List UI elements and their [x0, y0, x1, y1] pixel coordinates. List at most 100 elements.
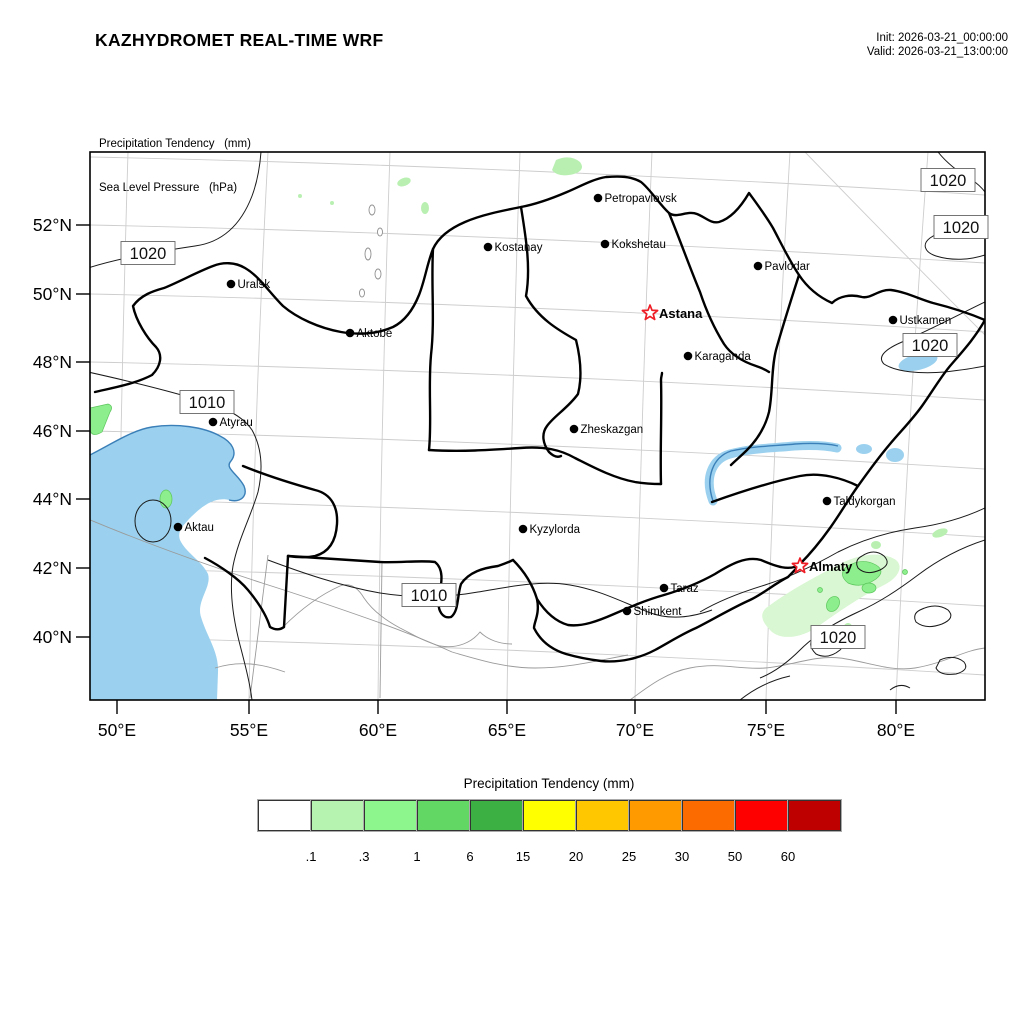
pressure-label: 1020	[943, 219, 980, 237]
legend-swatch	[470, 800, 523, 831]
city-dot-icon	[345, 328, 355, 338]
capital-star-icon	[791, 557, 809, 574]
city-dot-icon	[173, 522, 183, 532]
legend-threshold-label: 15	[515, 849, 531, 864]
legend-swatch	[629, 800, 682, 831]
lat-tick-label: 42°N	[33, 558, 72, 578]
city-label: Taldykorgan	[834, 496, 896, 508]
lat-tick-label: 40°N	[33, 627, 72, 647]
lon-tick-label: 70°E	[616, 720, 654, 740]
lon-tick-label: 65°E	[488, 720, 526, 740]
field-precip-label: Precipitation Tendency (mm)	[99, 138, 251, 150]
pressure-labels: 1020 1010 1010 1020 1020 1020 1020	[120, 168, 989, 649]
city-dot-icon	[888, 315, 898, 325]
city-label: Aktobe	[357, 328, 393, 340]
city-dot-icon	[622, 606, 632, 616]
legend-swatch	[364, 800, 417, 831]
pressure-label-box	[120, 241, 176, 265]
foreign-borders	[90, 519, 985, 700]
legend-swatch	[417, 800, 470, 831]
legend-swatch	[311, 800, 364, 831]
lon-tick-label: 55°E	[230, 720, 268, 740]
legend-swatch	[576, 800, 629, 831]
pressure-label: 1010	[189, 394, 226, 412]
lon-tick-label: 60°E	[359, 720, 397, 740]
city-dot-icon	[593, 193, 603, 203]
legend-threshold-label: 20	[568, 849, 584, 864]
pressure-label: 1020	[930, 172, 967, 190]
lake-balkhash	[704, 440, 842, 506]
city-label: Atyrau	[220, 417, 253, 429]
legend-threshold-label: 6	[466, 849, 474, 864]
run-times: Init: 2026-03-21_00:00:00 Valid: 2026-03…	[867, 31, 1008, 59]
pressure-label: 1020	[130, 245, 167, 263]
city-label: Karaganda	[695, 351, 752, 363]
city-label: Petropavlovsk	[605, 193, 677, 205]
lat-tick-label: 50°N	[33, 284, 72, 304]
map-frame	[89, 151, 986, 701]
capital-star-icon	[641, 304, 659, 321]
capital-city-label: Astana	[659, 306, 703, 321]
pressure-label: 1020	[912, 337, 949, 355]
legend-threshold-label: 50	[727, 849, 743, 864]
city-label: Kostanay	[495, 242, 543, 254]
city-dot-icon	[208, 417, 218, 427]
city-dot-icon	[659, 583, 669, 593]
legend-swatch	[788, 800, 841, 831]
valid-time: Valid: 2026-03-21_13:00:00	[866, 46, 1008, 58]
city-label: Kyzylorda	[530, 524, 581, 536]
pressure-label: 1010	[411, 587, 448, 605]
city-label: Aktau	[185, 522, 214, 534]
legend-threshold-label: 25	[621, 849, 637, 864]
lat-tick-label: 48°N	[33, 352, 72, 372]
city-label: Shimkent	[634, 606, 683, 618]
capital-city-label: Almaty	[809, 559, 853, 574]
lat-tick-label: 46°N	[33, 421, 72, 441]
pressure-label-box	[810, 625, 866, 649]
lat-tick-label: 44°N	[33, 489, 72, 509]
city-dot-icon	[483, 242, 493, 252]
city-dot-icon	[753, 261, 763, 271]
page-title: KAZHYDROMET REAL-TIME WRF	[95, 30, 384, 50]
pressure-label-box	[920, 168, 976, 192]
legend-title: Precipitation Tendency (mm)	[463, 776, 635, 791]
city-dot-icon	[600, 239, 610, 249]
pressure-label-box	[933, 215, 989, 239]
city-label: Ustkamen	[900, 315, 952, 327]
city-label: Zheskazgan	[581, 424, 644, 436]
legend-swatch	[735, 800, 788, 831]
pressure-label-box	[902, 333, 958, 357]
legend-swatch	[258, 800, 311, 831]
pressure-label-box	[401, 583, 457, 607]
legend-threshold-label: 30	[674, 849, 690, 864]
lake-alakol	[856, 444, 904, 462]
legend-swatch	[523, 800, 576, 831]
legend-threshold-label: .3	[358, 849, 370, 864]
pressure-label: 1020	[820, 629, 857, 647]
city-markers: Petropavlovsk Kostanay Kokshetau Pavlodar Ur…	[173, 193, 952, 618]
pressure-label-box	[179, 390, 235, 414]
city-label: Kokshetau	[612, 239, 666, 251]
field-labels: Precipitation Tendency (mm) Sea Level Pr…	[99, 108, 251, 210]
small-lakes	[359, 204, 383, 298]
legend-threshold-label: .1	[305, 849, 317, 864]
city-dot-icon	[226, 279, 236, 289]
city-label: Taraz	[671, 583, 699, 595]
init-time: Init: 2026-03-21_00:00:00	[876, 32, 1008, 44]
legend-threshold-label: 1	[413, 849, 421, 864]
field-slp-label: Sea Level Pressure (hPa)	[99, 181, 238, 194]
city-label: Uralsk	[238, 279, 271, 291]
lon-tick-label: 80°E	[877, 720, 915, 740]
city-dot-icon	[518, 524, 528, 534]
city-dot-icon	[569, 424, 579, 434]
legend-swatch	[682, 800, 735, 831]
lon-tick-label: 50°E	[98, 720, 136, 740]
axes: 52°N 50°N 48°N 46°N 44°N 42°N 40°N 50°E 55°E 60°E…	[33, 215, 915, 740]
caspian-sea	[90, 424, 246, 700]
legend-threshold-label: 60	[780, 849, 796, 864]
lake-zaysan	[898, 352, 938, 372]
graticule	[90, 152, 985, 700]
lon-tick-label: 75°E	[747, 720, 785, 740]
kazakhstan-borders	[93, 175, 985, 663]
